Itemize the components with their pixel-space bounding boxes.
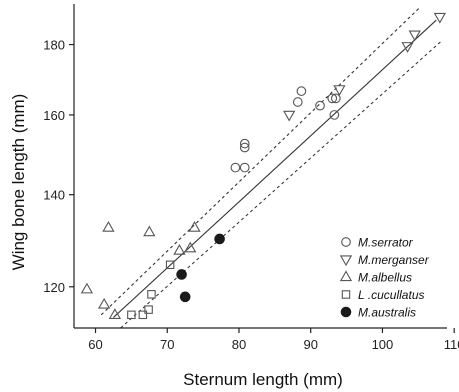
legend-label: L .cucullatus	[358, 288, 425, 302]
y-axis-title: Wing bone length (mm)	[9, 94, 28, 271]
legend-marker	[341, 237, 351, 247]
data-point	[176, 269, 187, 280]
legend-label: M.australis	[358, 306, 416, 320]
data-point	[296, 86, 307, 96]
data-point	[179, 291, 191, 303]
upper-confidence-line	[100, 7, 421, 316]
data-point	[330, 93, 341, 104]
data-point	[97, 297, 111, 309]
regression-lines	[100, 7, 442, 329]
x-tick-label: 60	[88, 337, 102, 352]
data-point	[433, 12, 446, 24]
y-tick-label: 120	[43, 280, 65, 295]
axes	[69, 4, 455, 333]
data-point	[147, 290, 156, 299]
data-point	[230, 162, 241, 173]
x-tick-label: 100	[372, 337, 394, 352]
data-point	[333, 85, 346, 96]
tick-labels: 60 70 80 90 100 110 120 140 160 180	[43, 38, 459, 352]
legend-marker	[341, 290, 351, 299]
data-point	[329, 110, 340, 120]
data-point	[188, 220, 201, 232]
legend-label: M.merganser	[358, 253, 430, 267]
y-tick-label: 160	[43, 108, 65, 123]
data-point	[401, 42, 414, 53]
data-point	[80, 282, 94, 294]
data-point	[138, 310, 148, 320]
x-axis-title: Sternum length (mm)	[183, 370, 343, 389]
series-2	[80, 220, 201, 319]
data-point	[108, 308, 122, 319]
data-point	[165, 260, 175, 270]
legend-marker	[340, 306, 352, 318]
data-points	[80, 12, 446, 320]
legend: M.serrator M.merganser M.albellus L .cucull…	[339, 236, 430, 320]
legend-marker	[339, 255, 353, 267]
series-1	[283, 12, 446, 122]
data-point	[283, 110, 296, 122]
series-0	[230, 86, 341, 173]
lower-confidence-line	[120, 40, 442, 329]
x-tick-label: 90	[303, 337, 317, 352]
y-tick-label: 140	[43, 188, 65, 203]
data-point	[127, 310, 136, 320]
legend-marker	[339, 270, 353, 282]
legend-item: L .cucullatus	[341, 288, 425, 302]
x-tick-label: 80	[232, 337, 246, 352]
data-point	[408, 30, 421, 42]
data-point	[327, 93, 338, 104]
legend-item: M.serrator	[341, 236, 414, 250]
legend-item: M.albellus	[339, 270, 412, 285]
data-point	[184, 241, 197, 253]
x-tick-label: 70	[160, 337, 174, 352]
x-tick-label: 110	[444, 337, 459, 352]
data-point	[315, 100, 325, 111]
legend-item: M.australis	[340, 306, 416, 320]
legend-item: M.merganser	[339, 253, 430, 267]
data-point	[144, 305, 153, 314]
data-point	[239, 138, 250, 149]
y-tick-label: 180	[43, 38, 65, 53]
data-point	[214, 233, 225, 245]
legend-label: M.albellus	[358, 271, 412, 285]
data-point	[173, 243, 186, 255]
data-point	[239, 162, 250, 173]
regression-line	[113, 19, 437, 318]
legend-label: M.serrator	[358, 236, 414, 250]
series-4	[176, 233, 225, 303]
data-point	[102, 220, 115, 232]
data-point	[292, 97, 303, 107]
data-point	[239, 142, 250, 153]
series-3	[127, 260, 175, 320]
data-point	[143, 225, 156, 237]
